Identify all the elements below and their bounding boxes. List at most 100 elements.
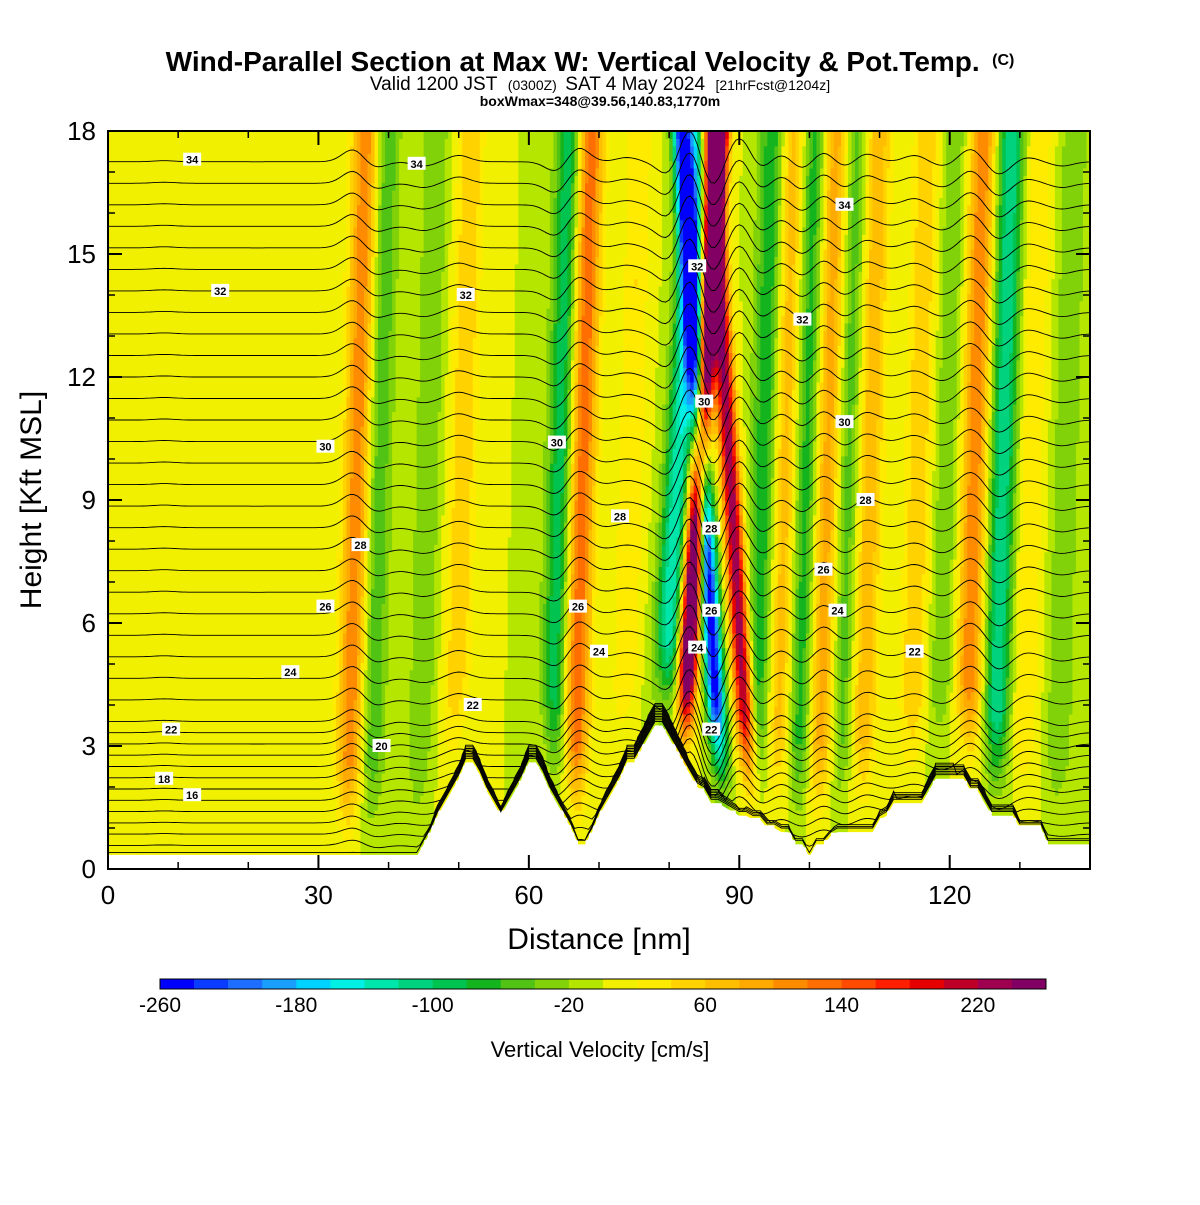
w-cell bbox=[217, 530, 221, 538]
w-cell bbox=[248, 552, 252, 560]
w-cell bbox=[203, 404, 207, 412]
w-cell bbox=[143, 345, 147, 353]
w-cell bbox=[192, 655, 196, 663]
w-cell bbox=[238, 205, 242, 213]
w-cell bbox=[210, 197, 214, 205]
w-cell bbox=[241, 552, 245, 560]
w-cell bbox=[234, 404, 238, 412]
w-cell bbox=[185, 633, 189, 641]
w-cell bbox=[119, 773, 123, 781]
w-cell bbox=[150, 183, 154, 191]
w-cell bbox=[122, 847, 126, 855]
w-cell bbox=[119, 382, 123, 390]
w-cell bbox=[262, 530, 266, 538]
w-cell bbox=[133, 611, 137, 619]
w-cell bbox=[192, 699, 196, 707]
w-cell bbox=[231, 493, 235, 501]
w-cell bbox=[171, 242, 175, 250]
w-cell bbox=[269, 685, 273, 693]
w-cell bbox=[266, 685, 270, 693]
w-cell bbox=[133, 618, 137, 626]
w-cell bbox=[238, 426, 242, 434]
w-cell bbox=[161, 168, 165, 176]
w-cell bbox=[171, 507, 175, 515]
w-cell bbox=[112, 707, 116, 715]
w-cell bbox=[238, 264, 242, 272]
w-cell bbox=[189, 544, 193, 552]
w-cell bbox=[266, 721, 270, 729]
w-cell bbox=[266, 286, 270, 294]
w-cell bbox=[238, 655, 242, 663]
w-cell bbox=[227, 544, 231, 552]
w-cell bbox=[231, 367, 235, 375]
w-cell bbox=[147, 352, 151, 360]
w-cell bbox=[234, 256, 238, 264]
w-cell bbox=[266, 338, 270, 346]
w-cell bbox=[241, 633, 245, 641]
w-cell bbox=[238, 234, 242, 242]
w-cell bbox=[168, 316, 172, 324]
w-cell bbox=[112, 175, 116, 183]
w-cell bbox=[199, 662, 203, 670]
w-cell bbox=[175, 515, 179, 523]
w-cell bbox=[248, 397, 252, 405]
w-cell bbox=[147, 847, 151, 855]
w-cell bbox=[157, 559, 161, 567]
w-cell bbox=[136, 736, 140, 744]
w-cell bbox=[171, 227, 175, 235]
w-cell bbox=[133, 633, 137, 641]
w-cell bbox=[122, 618, 126, 626]
w-cell bbox=[189, 618, 193, 626]
w-cell bbox=[199, 847, 203, 855]
w-cell bbox=[164, 662, 168, 670]
w-cell bbox=[203, 264, 207, 272]
w-cell bbox=[119, 522, 123, 530]
w-cell bbox=[133, 242, 137, 250]
w-cell bbox=[280, 397, 284, 405]
w-cell bbox=[185, 249, 189, 257]
w-cell bbox=[220, 655, 224, 663]
w-cell bbox=[238, 500, 242, 508]
w-cell bbox=[273, 234, 277, 242]
w-cell bbox=[224, 559, 228, 567]
w-cell bbox=[280, 611, 284, 619]
w-cell bbox=[206, 323, 210, 331]
w-cell bbox=[234, 271, 238, 279]
w-cell bbox=[171, 596, 175, 604]
w-cell bbox=[241, 611, 245, 619]
w-cell bbox=[273, 648, 277, 656]
w-cell bbox=[122, 803, 126, 811]
w-cell bbox=[178, 744, 182, 752]
w-cell bbox=[189, 338, 193, 346]
w-cell bbox=[213, 625, 217, 633]
w-cell bbox=[150, 419, 154, 427]
w-cell bbox=[217, 485, 221, 493]
w-cell bbox=[203, 249, 207, 257]
w-cell bbox=[185, 146, 189, 154]
w-cell bbox=[161, 138, 165, 146]
w-cell bbox=[234, 352, 238, 360]
w-cell bbox=[231, 448, 235, 456]
w-cell bbox=[217, 375, 221, 383]
w-cell bbox=[161, 190, 165, 198]
w-cell bbox=[217, 685, 221, 693]
w-cell bbox=[245, 367, 249, 375]
w-cell bbox=[161, 574, 165, 582]
w-cell bbox=[231, 825, 235, 833]
w-cell bbox=[213, 404, 217, 412]
w-cell bbox=[171, 389, 175, 397]
w-cell bbox=[234, 183, 238, 191]
w-cell bbox=[143, 744, 147, 752]
w-cell bbox=[273, 323, 277, 331]
w-cell bbox=[206, 338, 210, 346]
w-cell bbox=[168, 168, 172, 176]
w-cell bbox=[276, 847, 280, 855]
w-cell bbox=[185, 256, 189, 264]
w-cell bbox=[119, 500, 123, 508]
w-cell bbox=[252, 552, 256, 560]
w-cell bbox=[112, 138, 116, 146]
w-cell bbox=[115, 212, 119, 220]
w-cell bbox=[259, 463, 263, 471]
w-cell bbox=[182, 500, 186, 508]
w-cell bbox=[168, 234, 172, 242]
